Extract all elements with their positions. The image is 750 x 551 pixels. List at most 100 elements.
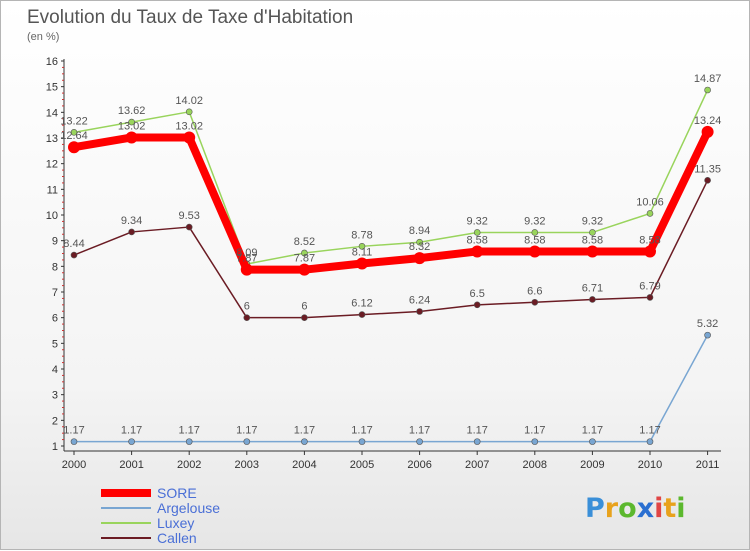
- data-label-luxey: 9.32: [582, 215, 603, 227]
- y-tick-label: 3: [52, 390, 58, 402]
- x-tick-label: 2008: [523, 459, 547, 471]
- x-tick-label: 2009: [580, 459, 604, 471]
- point-sore: [644, 245, 656, 258]
- point-luxey: [704, 86, 711, 94]
- logo-letter: x: [636, 493, 655, 524]
- point-luxey: [473, 229, 481, 236]
- data-label-argelouse: 1.17: [294, 425, 315, 437]
- data-label-luxey: 8.94: [409, 225, 430, 237]
- point-callen: [473, 301, 481, 309]
- legend-label-luxey: Luxey: [157, 515, 194, 531]
- point-sore: [356, 257, 368, 270]
- data-label-luxey: 14.87: [694, 73, 722, 85]
- data-label-luxey: 8.78: [351, 229, 372, 241]
- data-label-luxey: 9.32: [524, 215, 545, 227]
- x-tick-label: 2006: [407, 459, 431, 471]
- data-label-sore: 12.64: [60, 130, 88, 142]
- point-argelouse: [704, 331, 711, 339]
- series-layer: [68, 86, 714, 445]
- x-tick-label: 2004: [292, 459, 316, 471]
- point-luxey: [531, 229, 539, 236]
- y-tick-label: 11: [47, 184, 58, 196]
- y-tick-label: 16: [46, 56, 58, 68]
- legend-label-callen: Callen: [157, 530, 197, 546]
- data-label-luxey: 13.62: [118, 105, 146, 117]
- data-label-sore: 13.02: [175, 120, 203, 132]
- y-tick-label: 2: [52, 415, 58, 427]
- y-tick-label: 1: [52, 441, 58, 453]
- data-label-argelouse: 1.17: [524, 425, 545, 437]
- point-sore: [586, 245, 599, 258]
- data-label-sore: 13.02: [118, 120, 146, 132]
- x-tick-label: 2003: [235, 459, 259, 471]
- data-label-sore: 7.87: [294, 253, 315, 265]
- data-label-argelouse: 1.17: [639, 425, 660, 437]
- data-label-callen: 6.24: [409, 295, 430, 307]
- point-callen: [243, 314, 251, 321]
- data-label-callen: 6.71: [582, 282, 603, 294]
- legend-label-sore: SORE: [157, 485, 197, 501]
- x-tick-label: 2005: [350, 459, 374, 471]
- data-label-sore: 13.24: [694, 115, 722, 127]
- point-sore: [471, 245, 484, 258]
- x-tick-label: 2007: [465, 459, 489, 471]
- point-argelouse: [70, 438, 78, 445]
- series-line-luxey: [73, 89, 709, 265]
- y-tick-label: 6: [52, 313, 58, 325]
- point-luxey: [646, 210, 654, 217]
- data-label-sore: 8.11: [352, 247, 373, 259]
- data-label-callen: 6.5: [470, 288, 485, 300]
- point-sore: [183, 131, 196, 144]
- data-label-callen: 6.12: [351, 298, 372, 310]
- data-label-luxey: 14.02: [175, 95, 203, 107]
- logo-letter: o: [618, 493, 637, 524]
- series-line-callen: [73, 180, 709, 319]
- data-label-argelouse: 1.17: [236, 425, 257, 437]
- data-label-luxey: 10.06: [636, 196, 664, 208]
- y-tick-label: 9: [52, 236, 58, 248]
- data-label-argelouse: 1.17: [466, 425, 487, 437]
- point-callen: [185, 223, 193, 231]
- logo-letter: i: [654, 493, 664, 524]
- x-tick-label: 2011: [696, 459, 720, 471]
- chart-title: Evolution du Taux de Taxe d'Habitation: [27, 7, 354, 28]
- point-callen: [70, 251, 78, 259]
- x-tick-label: 2002: [177, 459, 201, 471]
- data-label-callen: 6.6: [527, 285, 542, 297]
- data-label-callen: 8.44: [63, 238, 84, 250]
- data-label-argelouse: 1.17: [63, 425, 84, 437]
- y-tick-label: 7: [52, 287, 58, 299]
- point-sore: [240, 263, 253, 276]
- y-tick-label: 12: [46, 159, 58, 171]
- point-luxey: [416, 238, 423, 246]
- point-argelouse: [416, 438, 423, 445]
- point-callen: [128, 228, 135, 236]
- data-label-luxey: 13.22: [60, 115, 88, 127]
- data-label-callen: 9.53: [178, 210, 199, 222]
- point-luxey: [185, 108, 193, 116]
- point-callen: [531, 298, 539, 306]
- data-labels-layer: 8.44 9.34 9.53 6 6 6.12 6.24 6.5 6.6 6.71 6.79 11.3…: [60, 73, 721, 437]
- proxiti-logo: Proxiti: [585, 493, 686, 524]
- x-tick-label: 2001: [119, 459, 143, 471]
- data-label-callen: 6: [244, 301, 250, 313]
- point-callen: [416, 308, 423, 315]
- series-line-argelouse: [74, 334, 709, 443]
- point-callen: [358, 311, 366, 318]
- data-label-sore: 8.58: [524, 234, 545, 246]
- y-tick-label: 8: [52, 261, 58, 273]
- point-luxey: [301, 249, 308, 257]
- y-tick-label: 5: [52, 338, 58, 350]
- point-argelouse: [185, 438, 193, 445]
- point-sore: [528, 245, 541, 258]
- logo-letter: t: [663, 493, 677, 524]
- point-sore: [413, 252, 426, 265]
- data-label-argelouse: 1.17: [351, 425, 372, 437]
- data-label-argelouse: 1.17: [121, 425, 142, 437]
- point-luxey: [128, 118, 135, 126]
- data-label-luxey: 8.09: [236, 247, 257, 259]
- point-sore: [68, 141, 80, 154]
- point-argelouse: [128, 438, 135, 445]
